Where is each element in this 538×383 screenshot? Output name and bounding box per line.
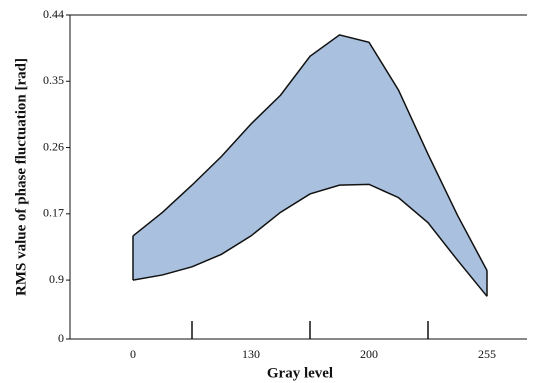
x-tick-label: 255 (478, 347, 496, 361)
y-tick-label: 0.9 (49, 272, 64, 286)
curve (132, 183, 488, 297)
x-tick-label: 0 (130, 347, 136, 361)
y-tick-label: 0 (58, 331, 64, 345)
band-fill (133, 34, 487, 297)
y-tick-label: 0.35 (43, 73, 64, 87)
y-tick-label: 0.44 (43, 7, 64, 21)
x-tick-label: 130 (242, 347, 260, 361)
x-axis-label: Gray level (267, 365, 333, 381)
y-tick-label: 0.26 (43, 139, 64, 153)
curve (132, 34, 488, 271)
y-axis-label: RMS value of phase fluctuation [rad] (13, 58, 29, 296)
y-tick-label: 0.17 (43, 206, 64, 220)
x-tick-label: 200 (360, 347, 378, 361)
